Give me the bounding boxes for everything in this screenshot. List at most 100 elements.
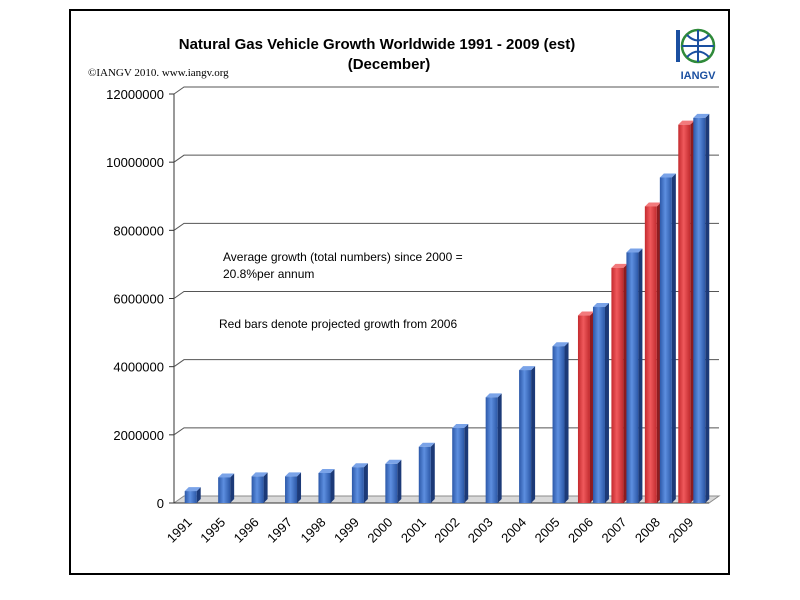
y-tick-label: 10000000 bbox=[106, 155, 164, 170]
bar-actual-face bbox=[485, 397, 498, 503]
bar-actual-side bbox=[564, 342, 569, 503]
x-tick-label: 2005 bbox=[532, 515, 563, 546]
bar-actual-face bbox=[519, 370, 532, 503]
bar-projected bbox=[644, 202, 661, 503]
chart-title-line1: Natural Gas Vehicle Growth Worldwide 199… bbox=[179, 36, 576, 53]
bar-actual-face bbox=[385, 463, 398, 503]
bar-actual-face bbox=[418, 446, 431, 503]
bar-actual-top bbox=[452, 424, 469, 429]
bar-actual bbox=[351, 463, 368, 503]
bar-actual-top bbox=[552, 342, 569, 347]
bar-actual-face bbox=[626, 252, 639, 503]
bar-projected-top bbox=[577, 311, 594, 316]
bar-actual-side bbox=[297, 472, 302, 503]
bar-actual-top bbox=[184, 487, 201, 492]
bar-projected-top bbox=[644, 202, 661, 207]
x-tick-label: 2000 bbox=[364, 515, 395, 546]
bar-actual-face bbox=[659, 177, 672, 504]
y-tick-label: 4000000 bbox=[113, 360, 164, 375]
bar-actual bbox=[552, 342, 569, 503]
bar-actual bbox=[385, 459, 402, 503]
bar-actual-face bbox=[351, 467, 364, 503]
annotation-red-bars: Red bars denote projected growth from 20… bbox=[219, 317, 457, 331]
x-tick-label: 2009 bbox=[665, 515, 696, 546]
bar-actual-top bbox=[251, 472, 268, 477]
x-tick-label: 1991 bbox=[164, 515, 195, 546]
x-tick-label: 2007 bbox=[598, 515, 629, 546]
bar-actual-face bbox=[318, 473, 331, 503]
bar-actual bbox=[592, 303, 609, 503]
x-tick-label: 1996 bbox=[231, 515, 262, 546]
bar-actual-top bbox=[418, 442, 435, 447]
bar-projected bbox=[678, 120, 695, 504]
bar-actual-top bbox=[592, 303, 609, 308]
y-tick-label: 8000000 bbox=[113, 223, 164, 238]
bar-actual bbox=[626, 248, 643, 503]
y-tick-label: 12000000 bbox=[106, 87, 164, 102]
bar-actual-face bbox=[285, 476, 298, 503]
bar-actual-top bbox=[351, 463, 368, 468]
bar-actual-face bbox=[184, 491, 197, 503]
logo-bar-icon bbox=[676, 30, 680, 62]
x-tick-label: 2006 bbox=[565, 515, 596, 546]
bar-actual-side bbox=[330, 469, 335, 503]
bar-actual bbox=[184, 487, 201, 503]
bar-actual-face bbox=[218, 477, 231, 503]
bar-actual-side bbox=[230, 473, 235, 503]
x-tick-label: 2002 bbox=[431, 515, 462, 546]
bar-actual-side bbox=[638, 248, 643, 503]
gridline bbox=[173, 359, 719, 368]
y-tick-label: 0 bbox=[157, 496, 164, 511]
x-tick-label: 2001 bbox=[398, 515, 429, 546]
bar-actual-side bbox=[604, 303, 609, 503]
gridline bbox=[173, 222, 719, 231]
bar-actual-side bbox=[671, 173, 676, 504]
copyright-text: ©IANGV 2010. www.iangv.org bbox=[88, 67, 229, 79]
bar-actual-side bbox=[263, 472, 268, 503]
gridline bbox=[173, 291, 719, 299]
logo-globe-lines-icon bbox=[682, 30, 714, 62]
chart-title-line2: (December) bbox=[348, 56, 431, 73]
chart-frame: Natural Gas Vehicle Growth Worldwide 199… bbox=[69, 9, 730, 575]
bar-actual-face bbox=[693, 117, 706, 503]
bar-actual-top bbox=[693, 113, 710, 118]
gridline bbox=[173, 86, 719, 95]
bar-actual-side bbox=[705, 113, 710, 503]
bar-actual-side bbox=[363, 463, 368, 503]
bar-projected bbox=[577, 311, 594, 503]
gridline bbox=[173, 427, 719, 436]
bar-actual-face bbox=[452, 428, 465, 503]
bar-actual-top bbox=[385, 459, 402, 464]
logo-text: IANGV bbox=[681, 70, 717, 82]
bar-actual-top bbox=[659, 173, 676, 178]
bar-actual bbox=[659, 173, 676, 504]
bar-actual-top bbox=[519, 366, 536, 371]
bar-actual bbox=[693, 113, 710, 503]
bar-actual bbox=[418, 442, 435, 503]
bar-actual bbox=[218, 473, 235, 503]
x-tick-label: 1998 bbox=[298, 515, 329, 546]
bar-projected-face bbox=[678, 124, 691, 504]
annotations: Average growth (total numbers) since 200… bbox=[219, 250, 463, 331]
iangv-logo: IANGV bbox=[676, 25, 716, 82]
bar-actual-side bbox=[464, 424, 469, 503]
bar-actual-side bbox=[397, 459, 402, 503]
bar-actual-face bbox=[552, 346, 565, 503]
chart: Natural Gas Vehicle Growth Worldwide 199… bbox=[88, 25, 721, 546]
bar-actual-side bbox=[497, 393, 502, 503]
bar-actual-top bbox=[218, 473, 235, 478]
x-tick-label: 2003 bbox=[465, 515, 496, 546]
x-tick-label: 1999 bbox=[331, 515, 362, 546]
bar-actual bbox=[452, 424, 469, 503]
bar-actual bbox=[485, 393, 502, 503]
gridline bbox=[173, 154, 719, 163]
bar-actual-face bbox=[251, 476, 264, 503]
annotation-growth-line1: Average growth (total numbers) since 200… bbox=[223, 250, 463, 264]
bar-projected-top bbox=[611, 263, 628, 268]
bar-actual-side bbox=[531, 366, 536, 503]
x-tick-label: 2008 bbox=[632, 515, 663, 546]
bar-actual bbox=[285, 472, 302, 503]
bar-actual-side bbox=[430, 442, 435, 503]
bar-projected-face bbox=[611, 267, 624, 503]
bar-actual-side bbox=[196, 487, 201, 503]
